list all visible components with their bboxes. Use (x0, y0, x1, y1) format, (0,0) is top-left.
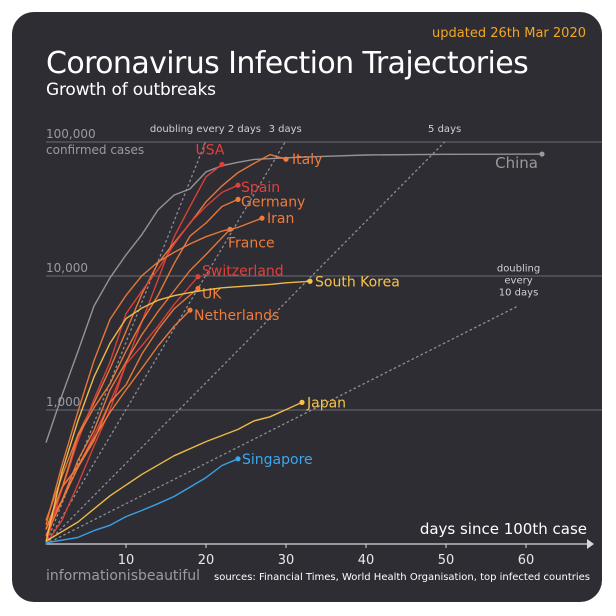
series-endpoint-iran (259, 215, 265, 221)
series-line-iran (45, 217, 263, 525)
y-tick-label-1-000: 1,000 (46, 395, 80, 409)
series-endpoint-germany (235, 196, 241, 202)
reference-label-2-days-0: doubling every 2 days (150, 124, 261, 135)
series-endpoint-japan (299, 399, 305, 405)
x-tick-label-60: 60 (518, 553, 535, 568)
updated-label: updated 26th Mar 2020 (432, 26, 586, 41)
series-line-france (45, 228, 231, 530)
x-tick-label-20: 20 (198, 553, 215, 568)
series-line-china (45, 153, 543, 443)
series-line-spain (45, 184, 239, 537)
series-label-usa: USA (196, 142, 225, 158)
series-label-japan: Japan (306, 395, 346, 411)
x-tick-label-50: 50 (438, 553, 455, 568)
reference-label-10-days-1: every (504, 276, 532, 287)
reference-line-5-days (45, 141, 446, 545)
series-endpoint-uk (195, 285, 201, 292)
x-tick-label-30: 30 (278, 553, 295, 568)
x-tick-label-40: 40 (358, 553, 375, 568)
chart-title: Coronavirus Infection Trajectories (46, 46, 529, 81)
series-label-south-korea: South Korea (315, 274, 400, 290)
series-endpoint-singapore (235, 456, 241, 462)
y-tick-sublabel: confirmed cases (46, 143, 144, 157)
series-line-south-korea (45, 280, 311, 542)
series-line-japan (45, 401, 303, 542)
reference-line-2-days (45, 141, 207, 545)
series-endpoint-south-korea (307, 278, 313, 284)
sources-note: sources: Financial Times, World Health O… (214, 572, 590, 583)
series-line-germany (45, 198, 239, 529)
reference-line-3-days (45, 141, 286, 545)
series-label-netherlands: Netherlands (194, 308, 279, 324)
series-endpoint-china (539, 151, 545, 157)
brand-logo-text: informationisbeautiful (46, 568, 201, 584)
y-tick-label-10-000: 10,000 (46, 261, 88, 275)
series-label-france: France (228, 235, 275, 251)
x-axis-label: days since 100th case (420, 520, 587, 538)
reference-label-3-days-0: 3 days (269, 124, 302, 135)
y-tick-label-100-000: 100,000 (46, 127, 96, 141)
series-label-germany: Germany (241, 194, 305, 210)
series-endpoint-switzerland (195, 274, 201, 280)
x-tick-label-10: 10 (118, 553, 135, 568)
series-endpoint-netherlands (187, 307, 193, 313)
series-label-iran: Iran (267, 211, 294, 227)
chart-card: 1,000 10,000 100,000 confirmed cases 10 20 30 4… (12, 12, 602, 602)
series-line-singapore (45, 458, 239, 544)
series-label-spain: Spain (241, 180, 280, 196)
series-endpoint-italy (283, 156, 289, 162)
series-endpoint-usa (219, 161, 225, 168)
x-axis-arrow (587, 539, 594, 549)
series-label-switzerland: Switzerland (202, 264, 284, 280)
series-line-usa (45, 163, 223, 545)
chart-subtitle: Growth of outbreaks (46, 80, 216, 100)
reference-label-5-days-0: 5 days (428, 124, 461, 135)
series-endpoint-spain (235, 182, 241, 188)
series-label-singapore: Singapore (242, 452, 313, 468)
series-label-italy: Italy (292, 152, 322, 168)
reference-label-10-days-2: 10 days (499, 288, 539, 299)
reference-line-10-days (45, 305, 520, 545)
series-label-china: China (495, 154, 538, 172)
chart-plot: 1,000 10,000 100,000 confirmed cases 10 20 30 4… (45, 124, 602, 568)
series-line-netherlands (45, 309, 191, 530)
series-line-uk (45, 287, 199, 536)
series-endpoint-france (227, 226, 233, 232)
reference-label-10-days-0: doubling (497, 264, 540, 275)
